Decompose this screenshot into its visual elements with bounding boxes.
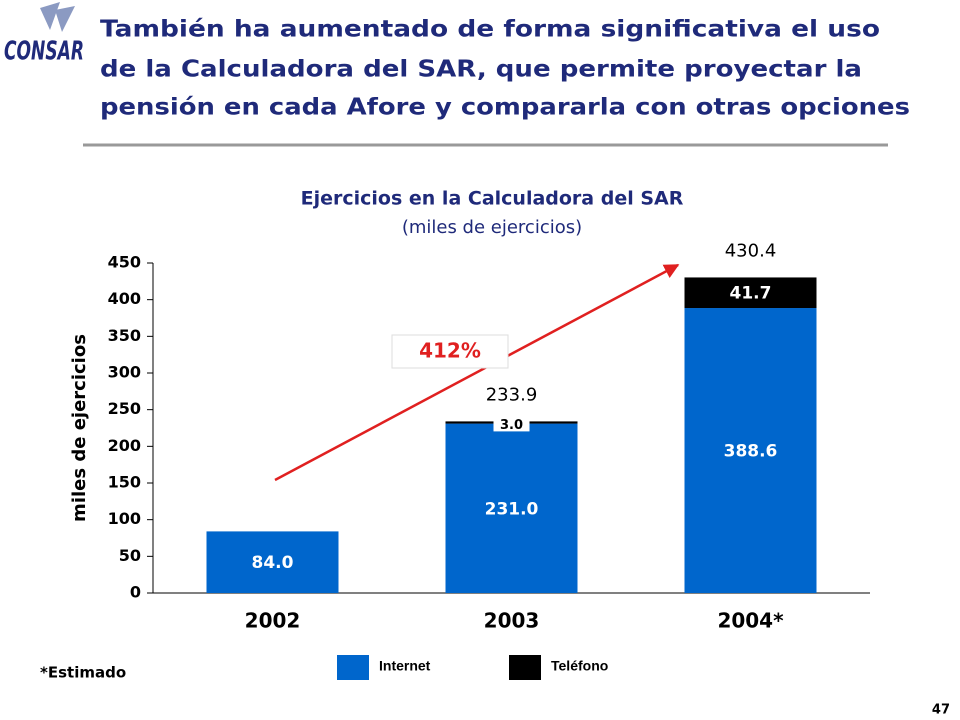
footnote: *Estimado (40, 664, 126, 682)
growth-arrow (274, 263, 680, 482)
y-tick-label: 150 (108, 473, 141, 492)
y-tick-label: 450 (108, 253, 141, 272)
bar-segment (206, 531, 339, 593)
slide-title: También ha aumentado de forma significat… (100, 17, 880, 43)
value-label: 84.0 (252, 553, 294, 573)
legend-swatch (509, 655, 541, 680)
total-label: 233.9 (486, 384, 538, 405)
y-tick-label: 100 (108, 509, 141, 528)
total-label: 430.4 (725, 240, 777, 261)
y-tick-label: 200 (108, 436, 141, 455)
logo: CONSAR (4, 37, 84, 67)
page-number: 47 (932, 703, 950, 718)
slide-title: de la Calculadora del SAR, que permite p… (100, 57, 862, 83)
x-tick-label: 2003 (484, 609, 540, 633)
value-label: 3.0 (500, 418, 523, 433)
y-axis-label: miles de ejercicios (69, 334, 90, 522)
chart-title: Ejercicios en la Calculadora del SAR (301, 188, 684, 210)
legend-label: Teléfono (551, 658, 608, 674)
value-label: 41.7 (730, 284, 772, 304)
x-tick-label: 2004* (717, 609, 784, 633)
y-tick-label: 300 (108, 363, 141, 382)
chart-subtitle: (miles de ejercicios) (402, 217, 582, 238)
y-tick-label: 400 (108, 289, 141, 308)
value-label: 388.6 (724, 442, 778, 462)
annotation: 412% (419, 339, 481, 363)
bar-segment (684, 308, 817, 593)
legend-label: Internet (379, 658, 431, 674)
bar-segment (684, 277, 817, 309)
x-tick-label: 2002 (245, 609, 301, 633)
y-tick-label: 50 (119, 546, 141, 565)
bar-segment (445, 423, 578, 593)
slide-title: pensión en cada Afore y compararla con o… (100, 95, 910, 121)
value-label: 231.0 (485, 499, 539, 519)
y-tick-label: 350 (108, 326, 141, 345)
legend-swatch (337, 655, 369, 680)
annotation-box (391, 334, 509, 369)
logo-mark (40, 2, 75, 32)
label-box (493, 418, 530, 432)
y-tick-label: 0 (130, 583, 141, 602)
y-tick-label: 250 (108, 399, 141, 418)
